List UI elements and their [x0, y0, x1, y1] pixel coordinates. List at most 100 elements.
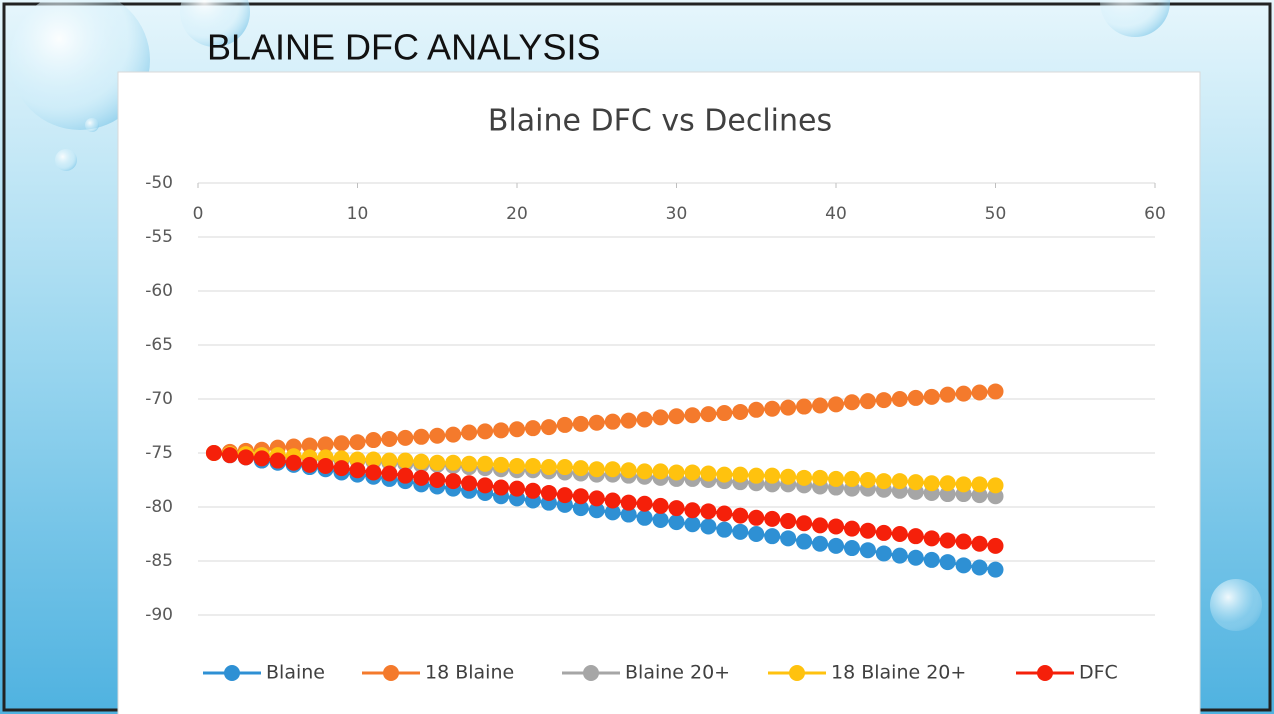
data-point — [700, 518, 717, 535]
data-point — [524, 457, 541, 474]
data-point — [524, 482, 541, 499]
data-point — [493, 422, 510, 439]
data-point — [700, 465, 717, 482]
data-point — [859, 542, 876, 559]
data-point — [620, 494, 637, 511]
data-point — [429, 472, 446, 488]
data-point — [843, 520, 860, 537]
data-point — [828, 470, 844, 487]
data-point — [875, 392, 892, 409]
data-point — [572, 460, 589, 477]
data-point — [413, 428, 430, 445]
legend-label: Blaine 20+ — [625, 662, 730, 684]
data-point — [796, 533, 813, 550]
data-point — [859, 472, 876, 488]
y-tick-label: -80 — [145, 497, 173, 517]
y-tick-label: -55 — [145, 227, 173, 247]
data-point — [285, 454, 302, 471]
data-point — [652, 511, 669, 528]
data-point — [780, 468, 797, 485]
data-point — [652, 497, 669, 514]
data-point — [668, 500, 685, 517]
data-point — [716, 521, 733, 538]
data-point — [429, 454, 446, 471]
data-point — [891, 473, 908, 490]
data-point — [971, 535, 988, 552]
data-point — [907, 474, 924, 491]
data-point — [700, 406, 717, 423]
data-point — [907, 389, 924, 406]
data-point — [493, 456, 510, 473]
data-point — [604, 461, 621, 478]
data-point — [828, 537, 844, 554]
legend-label: Blaine — [266, 662, 325, 684]
data-point — [764, 400, 781, 417]
data-point — [572, 415, 589, 432]
data-point — [939, 532, 956, 549]
data-point — [397, 429, 414, 446]
data-point — [828, 518, 844, 535]
data-point — [812, 397, 829, 414]
y-tick-label: -85 — [145, 551, 173, 571]
data-point — [317, 436, 334, 453]
data-point — [588, 502, 605, 519]
data-point — [540, 484, 557, 501]
data-point — [764, 467, 781, 484]
data-point — [939, 554, 956, 571]
data-point — [843, 394, 860, 411]
data-point — [859, 393, 876, 410]
x-tick-label: 50 — [985, 204, 1007, 224]
y-tick-label: -90 — [145, 605, 173, 625]
data-point — [588, 490, 605, 507]
data-point — [636, 509, 653, 526]
data-point — [684, 407, 701, 424]
data-point — [381, 452, 398, 469]
data-point — [604, 413, 621, 430]
data-point — [349, 462, 366, 479]
legend-label: DFC — [1079, 662, 1118, 684]
data-point — [987, 561, 1004, 578]
data-point — [716, 466, 733, 483]
data-point — [333, 435, 350, 452]
data-point — [812, 517, 829, 534]
data-point — [588, 461, 605, 478]
slide-title: BLAINE DFC ANALYSIS — [207, 27, 600, 68]
data-point — [636, 463, 653, 480]
data-point — [764, 528, 781, 545]
data-point — [205, 445, 222, 461]
x-tick-label: 40 — [825, 204, 847, 224]
y-tick-label: -60 — [145, 281, 173, 301]
data-point — [955, 557, 972, 574]
data-point — [509, 421, 525, 438]
legend-marker — [583, 665, 599, 681]
bubble — [55, 149, 77, 171]
data-point — [620, 412, 637, 429]
data-point — [843, 470, 860, 487]
data-point — [939, 475, 956, 492]
data-point — [716, 505, 733, 522]
data-point — [349, 434, 366, 451]
data-point — [652, 409, 669, 426]
data-point — [221, 447, 238, 464]
data-point — [875, 473, 892, 490]
data-point — [923, 475, 940, 492]
data-point — [301, 456, 318, 473]
data-point — [923, 551, 940, 568]
data-point — [780, 399, 797, 416]
data-point — [812, 469, 829, 486]
x-tick-label: 20 — [506, 204, 528, 224]
data-point — [620, 506, 637, 523]
data-point — [381, 430, 398, 447]
y-tick-label: -75 — [145, 443, 173, 463]
data-point — [509, 457, 525, 474]
data-point — [955, 476, 972, 493]
data-point — [461, 424, 478, 441]
data-point — [732, 507, 749, 524]
data-point — [572, 488, 589, 505]
data-point — [540, 419, 557, 436]
data-point — [748, 401, 765, 418]
data-point — [397, 452, 414, 469]
data-point — [684, 464, 701, 481]
data-point — [445, 473, 462, 490]
